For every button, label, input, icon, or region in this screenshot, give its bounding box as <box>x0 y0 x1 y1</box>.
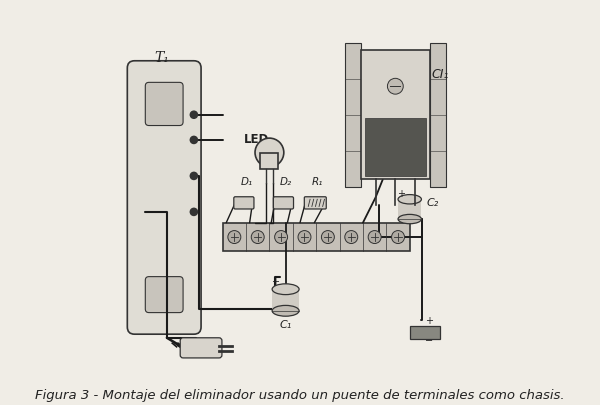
Ellipse shape <box>272 306 299 316</box>
Bar <box>272 290 299 311</box>
Text: R₁: R₁ <box>311 177 323 187</box>
Bar <box>398 200 421 220</box>
Circle shape <box>322 231 334 244</box>
Bar <box>260 153 278 169</box>
Bar <box>223 223 410 252</box>
FancyBboxPatch shape <box>234 197 254 209</box>
Ellipse shape <box>272 284 299 295</box>
Text: CI₁: CI₁ <box>431 68 449 81</box>
Bar <box>410 326 440 339</box>
Circle shape <box>345 231 358 244</box>
Circle shape <box>251 231 264 244</box>
Text: T₁: T₁ <box>154 51 169 65</box>
Text: +: + <box>271 276 279 286</box>
FancyBboxPatch shape <box>145 277 183 313</box>
Text: D₁: D₁ <box>241 177 253 187</box>
Circle shape <box>368 231 381 244</box>
Text: D₂: D₂ <box>280 177 292 187</box>
Circle shape <box>190 209 197 216</box>
Bar <box>361 51 430 180</box>
Text: −: − <box>425 335 434 345</box>
Text: +: + <box>397 188 405 198</box>
Circle shape <box>388 79 403 95</box>
Text: Figura 3 - Montaje del eliminador usando un puente de terminales como chasis.: Figura 3 - Montaje del eliminador usando… <box>35 388 565 401</box>
Bar <box>430 44 446 187</box>
Bar <box>365 118 426 177</box>
Text: C₂: C₂ <box>427 197 439 207</box>
Circle shape <box>255 139 284 168</box>
FancyBboxPatch shape <box>127 62 201 335</box>
Bar <box>345 44 361 187</box>
FancyBboxPatch shape <box>274 197 293 209</box>
Ellipse shape <box>398 195 421 205</box>
FancyBboxPatch shape <box>145 83 183 126</box>
Ellipse shape <box>398 215 421 224</box>
Circle shape <box>392 231 404 244</box>
Text: C₁: C₁ <box>280 319 292 329</box>
Circle shape <box>190 112 197 119</box>
FancyBboxPatch shape <box>180 338 222 358</box>
Circle shape <box>275 231 287 244</box>
Text: LED: LED <box>244 132 269 145</box>
Circle shape <box>228 231 241 244</box>
Circle shape <box>298 231 311 244</box>
Circle shape <box>190 173 197 180</box>
Text: +: + <box>425 315 434 326</box>
Circle shape <box>190 137 197 144</box>
FancyBboxPatch shape <box>304 197 326 209</box>
